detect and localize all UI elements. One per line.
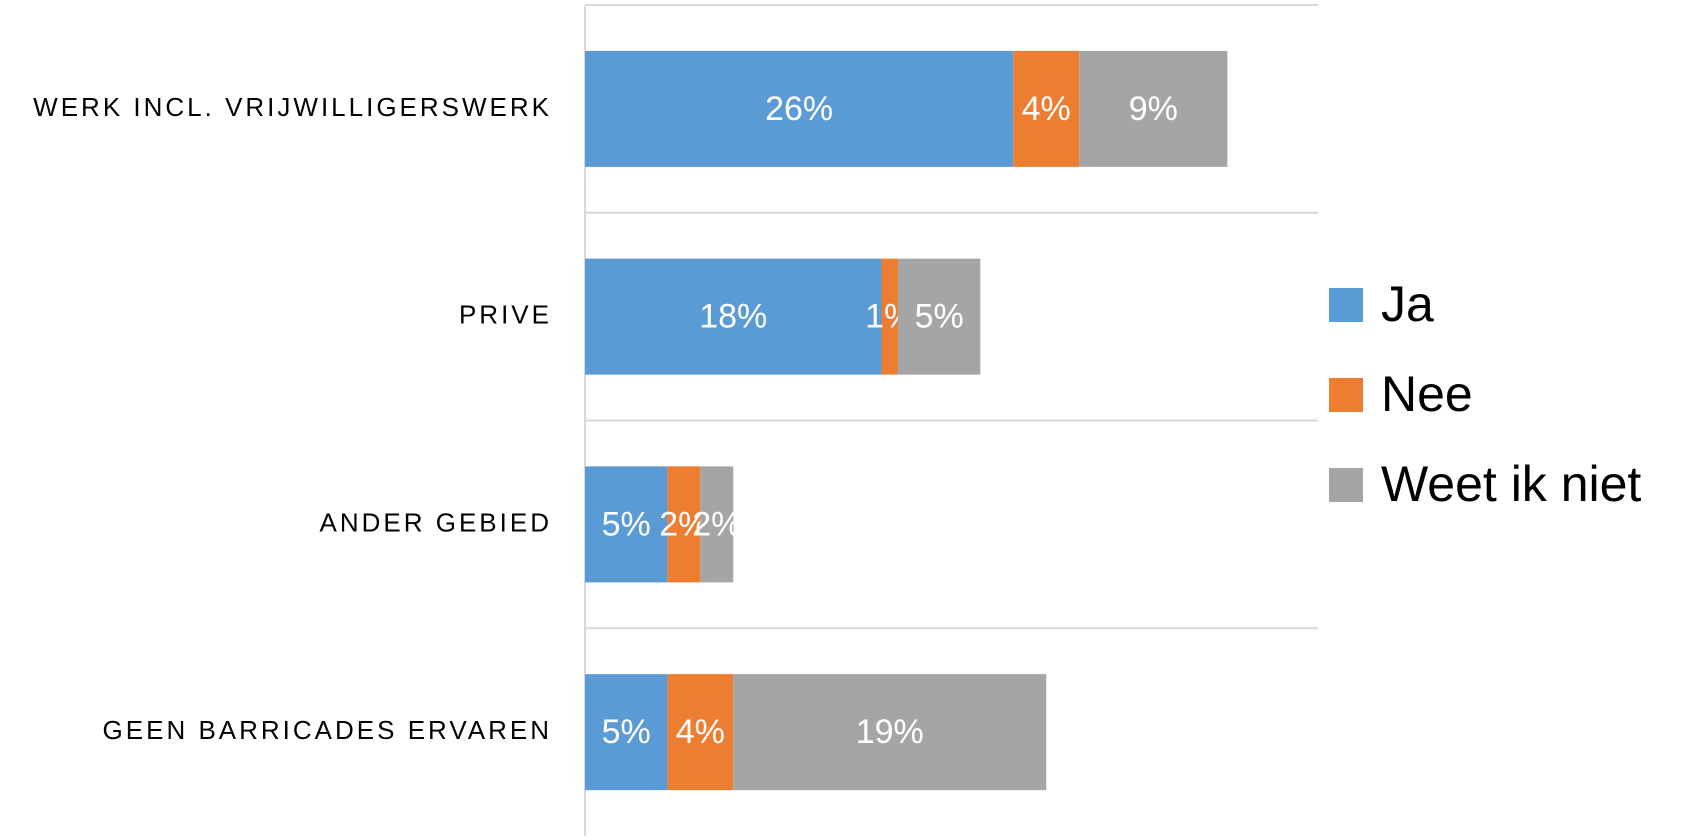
data-label: 5% (602, 713, 651, 751)
data-label: 4% (1022, 90, 1071, 128)
data-label: 19% (856, 713, 924, 751)
legend-swatch (1329, 378, 1363, 412)
bar-segment (897, 258, 981, 375)
bar-segment (585, 50, 1014, 167)
bar-segment (585, 674, 668, 791)
bar-segment (585, 258, 882, 375)
legend-swatch (1329, 288, 1363, 322)
bar-segment (585, 466, 668, 583)
legend-label: Nee (1381, 366, 1473, 422)
data-label: 9% (1129, 90, 1178, 128)
bar-segment (881, 258, 898, 375)
bar-segment (700, 466, 734, 583)
legend-label: Ja (1381, 276, 1434, 332)
legend-swatch (1329, 468, 1363, 502)
data-label: 5% (602, 505, 651, 543)
category-label: GEEN BARRICADES ERVAREN (103, 715, 552, 745)
category-label: ANDER GEBIED (320, 507, 553, 537)
bar-segment (667, 466, 701, 583)
data-label: 2% (692, 505, 741, 543)
bar-segment (733, 674, 1047, 791)
bar-segment (1013, 50, 1080, 167)
data-label: 5% (915, 298, 964, 336)
data-label: 18% (699, 298, 767, 336)
bar-segment (1079, 50, 1228, 167)
data-label: 4% (676, 713, 725, 751)
category-label: WERK INCL. VRIJWILLIGERSWERK (33, 92, 552, 122)
bar-segment (667, 674, 734, 791)
data-label: 2% (659, 505, 708, 543)
category-label: PRIVE (459, 300, 552, 330)
data-label: 26% (765, 90, 833, 128)
legend-label: Weet ik niet (1381, 456, 1641, 512)
